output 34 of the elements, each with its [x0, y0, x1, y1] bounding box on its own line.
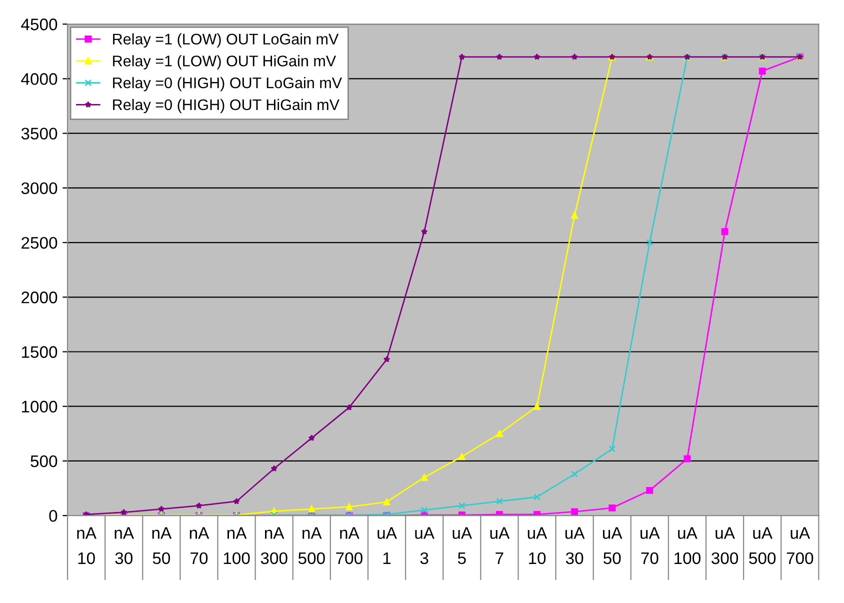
y-tick-label: 2500: [22, 236, 58, 249]
y-tick-label: 4500: [21, 18, 58, 30]
x-tick-label: nA 30: [114, 527, 134, 564]
x-tick-label: uA 50: [603, 527, 622, 564]
x-tick-label: uA 100: [674, 527, 700, 564]
x-tick-label: uA 300: [712, 527, 738, 564]
x-tick-label: nA 10: [77, 527, 96, 564]
x-tick-label: uA 10: [528, 527, 548, 564]
y-tick-label: 500: [30, 455, 58, 468]
legend-label: Relay =0 (HIGH) OUT LoGain mV: [113, 77, 342, 92]
x-tick-label: uA 700: [786, 527, 814, 564]
legend-label: Relay =1 (LOW) OUT HiGain mV: [113, 55, 336, 70]
x-tick-label: nA 500: [298, 527, 325, 564]
x-tick-label: nA 100: [224, 527, 250, 564]
y-tick-label: 4000: [21, 73, 58, 85]
y-tick-label: 1500: [22, 346, 58, 358]
x-tick-label: nA 300: [260, 527, 288, 564]
x-tick-label: nA 70: [190, 527, 210, 564]
y-tick-label: 3500: [21, 128, 58, 140]
x-tick-label: nA 50: [152, 527, 172, 564]
x-tick-label: uA 5: [452, 527, 472, 564]
legend-label: Relay =0 (HIGH) OUT HiGain mV: [113, 98, 340, 114]
x-tick-label: uA 500: [749, 527, 776, 564]
legend-label: Relay =1 (LOW) OUT LoGain mV: [113, 33, 339, 48]
y-tick-label: 3000: [21, 182, 58, 194]
x-tick-label: uA 70: [640, 527, 660, 564]
x-tick-label: uA 7: [490, 527, 510, 564]
x-tick-label: nA 700: [336, 527, 362, 564]
y-tick-label: 0: [49, 510, 58, 522]
y-tick-label: 2000: [22, 292, 58, 304]
x-tick-label: uA 30: [565, 527, 585, 564]
y-tick-label: 1000: [22, 400, 58, 413]
x-tick-label: uA 1: [378, 527, 397, 564]
x-tick-label: uA 3: [415, 527, 434, 564]
